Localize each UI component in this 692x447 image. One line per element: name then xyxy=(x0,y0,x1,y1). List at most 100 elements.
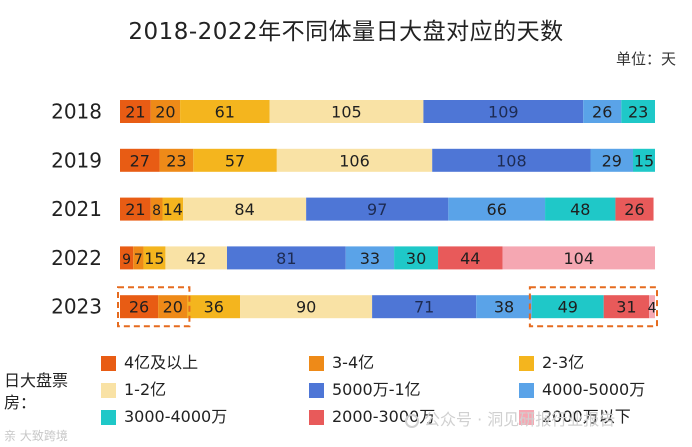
data-label: 26 xyxy=(624,200,644,219)
legend-item: 2-3亿 xyxy=(519,352,584,374)
bar-segment xyxy=(633,148,655,172)
bar-segment xyxy=(649,295,655,319)
watermark-right-text: 公众号 · 洞见研报行业报告 xyxy=(424,410,616,429)
data-label: 4 xyxy=(648,301,657,317)
data-label: 14 xyxy=(163,200,183,219)
legend-item: 4000-5000万 xyxy=(519,379,645,401)
data-label: 31 xyxy=(616,298,636,317)
data-label: 42 xyxy=(186,249,206,268)
legend-swatch xyxy=(519,355,534,371)
watermark-left: 亲 大致跨境 xyxy=(4,427,68,444)
legend-item: 5000万-1亿 xyxy=(309,379,421,401)
bar-segment xyxy=(150,100,181,123)
legend-item: 2000万以下 xyxy=(519,406,631,428)
data-label: 49 xyxy=(558,298,578,317)
data-label: 71 xyxy=(414,298,434,317)
data-label: 20 xyxy=(155,103,175,122)
category-label: 2021 xyxy=(51,197,102,221)
highlight-box xyxy=(528,286,658,328)
data-label: 108 xyxy=(496,151,527,170)
data-label: 21 xyxy=(125,200,145,219)
bar-segment xyxy=(590,148,634,172)
legend-item: 4亿及以上 xyxy=(101,352,198,374)
bar-segment xyxy=(432,148,591,172)
data-label: 57 xyxy=(225,151,245,170)
bar-segment xyxy=(615,197,654,221)
data-label: 44 xyxy=(460,249,480,268)
highlight-box xyxy=(117,286,191,328)
bar-segment xyxy=(583,100,622,123)
chart-title: 2018-2022年不同体量日大盘对应的天数 xyxy=(128,19,564,45)
data-label: 29 xyxy=(602,151,622,170)
data-label: 36 xyxy=(204,298,224,317)
data-label: 20 xyxy=(163,298,183,317)
bar-segment xyxy=(187,295,241,319)
bar-segment xyxy=(150,197,163,221)
legend-swatch xyxy=(309,382,324,398)
legend-swatch xyxy=(519,409,534,425)
data-label: 105 xyxy=(331,103,362,122)
data-label: 90 xyxy=(296,298,316,317)
data-label: 104 xyxy=(564,249,595,268)
data-label: 66 xyxy=(487,200,507,219)
legend-swatch xyxy=(519,382,534,398)
bar-segment xyxy=(183,197,307,221)
data-label: 7 xyxy=(134,252,143,268)
bar-segment xyxy=(438,246,503,270)
legend-label: 3000-4000万 xyxy=(124,407,228,426)
legend-label: 4000-5000万 xyxy=(542,380,646,399)
category-label: 2023 xyxy=(51,295,102,319)
legend-label: 5000万-1亿 xyxy=(332,380,421,399)
data-label: 84 xyxy=(234,200,254,219)
bar-segment xyxy=(120,246,134,270)
data-label: 9 xyxy=(122,252,131,268)
bar-segment xyxy=(621,100,655,123)
category-label: 2018 xyxy=(51,100,102,124)
bar-segment xyxy=(120,197,151,221)
data-label: 15 xyxy=(634,151,654,170)
data-label: 30 xyxy=(406,249,426,268)
legend-item: 3-4亿 xyxy=(309,352,374,374)
legend-item: 3000-4000万 xyxy=(101,406,227,428)
data-label: 26 xyxy=(129,298,149,317)
bar-segment xyxy=(143,246,166,270)
data-label: 97 xyxy=(367,200,387,219)
data-label: 26 xyxy=(592,103,612,122)
data-label: 21 xyxy=(125,103,145,122)
bar-segment xyxy=(306,197,449,221)
data-label: 61 xyxy=(215,103,235,122)
bar-segment xyxy=(603,295,650,319)
watermark-left-text: 亲 大致跨境 xyxy=(4,429,68,443)
bar-segment xyxy=(120,148,160,172)
bar-segment xyxy=(180,100,270,123)
legend-swatch xyxy=(101,382,116,398)
legend-swatch xyxy=(309,409,324,425)
bar-segment xyxy=(269,100,424,123)
bar-segment xyxy=(120,295,159,319)
legend-swatch xyxy=(309,355,324,371)
bar-segment xyxy=(531,295,604,319)
watermark-logo-icon xyxy=(405,414,419,428)
bar-segment xyxy=(165,246,227,270)
bar-segment xyxy=(158,295,188,319)
bar-segment xyxy=(193,148,277,172)
bar-segment xyxy=(159,148,194,172)
bar-segment xyxy=(133,246,144,270)
data-label: 106 xyxy=(339,151,370,170)
legend-title: 日大盘票房： xyxy=(4,371,69,412)
bar-segment xyxy=(476,295,532,319)
legend-label: 2000万以下 xyxy=(542,407,631,426)
data-label: 27 xyxy=(130,151,150,170)
bar-segment xyxy=(276,148,433,172)
data-label: 109 xyxy=(488,103,519,122)
bar-segment xyxy=(372,295,477,319)
data-label: 81 xyxy=(276,249,296,268)
unit-label: 单位：天 xyxy=(615,50,676,68)
bar-segment xyxy=(545,197,616,221)
bar-segment xyxy=(345,246,395,270)
category-label: 2019 xyxy=(51,148,102,172)
bar-segment xyxy=(448,197,546,221)
legend-label: 1-2亿 xyxy=(124,380,167,399)
